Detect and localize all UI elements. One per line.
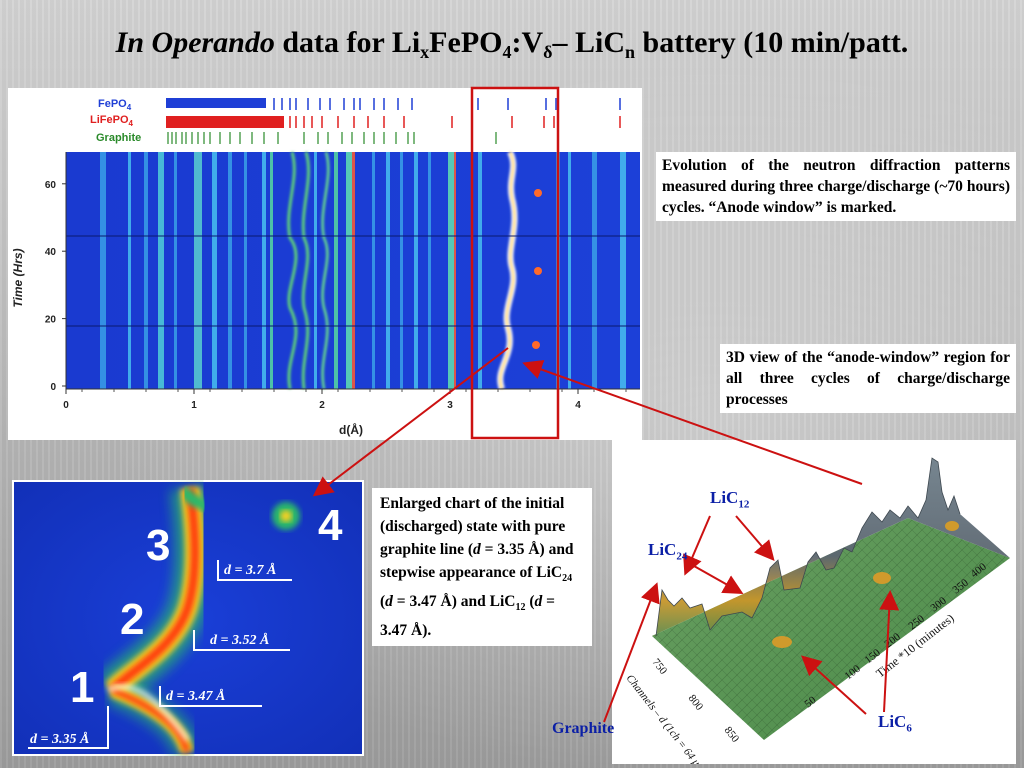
- diffraction-stripe: [100, 152, 106, 389]
- heatmap-stripes: [100, 152, 626, 389]
- label-lic12: LiC12: [710, 488, 750, 511]
- heatmap-hotspot: [534, 189, 542, 197]
- diffraction-stripe: [270, 152, 273, 389]
- diffraction-stripe: [262, 152, 266, 389]
- diffraction-stripe: [556, 152, 560, 389]
- title-part: data for Li: [274, 26, 421, 59]
- legend-lifepo4: LiFePO4: [90, 114, 134, 128]
- diffraction-stripe: [174, 152, 177, 389]
- y-tick-label: 20: [45, 315, 57, 326]
- diffraction-stripe: [400, 152, 403, 389]
- legend-fepo4: FePO4: [98, 98, 132, 112]
- caption-evolution: Evolution of the neutron diffraction pat…: [656, 152, 1016, 221]
- title-part: battery (10 min/patt.: [635, 26, 909, 59]
- title-subscript: n: [625, 42, 636, 62]
- fepo4-tick-row: [166, 98, 621, 110]
- lifepo4-tick-row: [166, 116, 621, 128]
- lic6-bump: [945, 521, 959, 531]
- x-axis-label: d(Å): [339, 422, 363, 437]
- y-ticks: 0 20 40 60: [45, 180, 66, 393]
- x-tick-label: 3: [447, 400, 453, 411]
- stage-number-2: 2: [120, 595, 144, 644]
- diffraction-stripe: [352, 152, 355, 389]
- y-tick-label: 60: [45, 180, 57, 191]
- diffraction-stripe: [428, 152, 431, 389]
- title-part: FePO: [429, 26, 503, 59]
- title-part: – LiC: [552, 26, 625, 59]
- legend-graphite: Graphite: [96, 132, 141, 144]
- caption-3d-view: 3D view of the “anode-window” region for…: [720, 344, 1016, 413]
- three-d-surface: 50 100 150 200 250 300 350 400 Time *10 …: [624, 457, 1010, 768]
- y-tick-label: 0: [50, 382, 56, 393]
- diffraction-stripe: [314, 152, 317, 389]
- diffraction-stripe: [372, 152, 375, 389]
- enlarged-chart-panel: 1 2 3 4 d = 3.35 Å d = 3.47 Å d = 3.52 Å…: [12, 480, 364, 757]
- stage-number-3: 3: [146, 521, 170, 570]
- title-subscript: x: [420, 42, 430, 62]
- channel-tick: 800: [686, 692, 706, 713]
- surface-peaks: [652, 458, 1010, 636]
- y-tick-label: 40: [45, 247, 57, 258]
- x-tick-label: 4: [575, 400, 581, 411]
- diffraction-plot: FePO4 LiFePO4 Graphite 0 20 40 60 0 1 2 3 4 Tim…: [11, 98, 640, 437]
- diffraction-stripe: [620, 152, 626, 389]
- y-axis-label: Time (Hrs): [11, 248, 25, 307]
- x-tick-label: 1: [191, 400, 197, 411]
- graphite-tick-row: [167, 132, 497, 144]
- d-label-3.52: d = 3.52 Å: [210, 632, 269, 648]
- diffraction-stripe: [346, 152, 352, 389]
- diffraction-stripe: [128, 152, 131, 389]
- enlarged-chart: 1 2 3 4 d = 3.35 Å d = 3.47 Å d = 3.52 Å…: [14, 482, 362, 757]
- diffraction-stripe: [454, 152, 456, 389]
- label-lic6: LiC6: [878, 712, 912, 735]
- x-tick-label: 2: [319, 400, 325, 411]
- diffraction-stripe: [386, 152, 390, 389]
- title-italic: In Operando: [115, 26, 275, 59]
- d-label-brackets: [28, 560, 292, 749]
- lifepo4-dense-ticks: [166, 116, 284, 128]
- fepo4-dense-ticks: [166, 98, 266, 108]
- diffraction-stripe: [448, 152, 454, 389]
- diffraction-stripe: [194, 152, 202, 389]
- d-label-3.7: d = 3.7 Å: [224, 562, 276, 578]
- channel-tick: 750: [650, 656, 670, 677]
- lic6-bump: [772, 636, 792, 648]
- diffraction-stripe: [212, 152, 217, 389]
- label-graphite: Graphite: [552, 720, 615, 737]
- diffraction-stripe: [478, 152, 482, 389]
- stage-number-4: 4: [318, 501, 343, 550]
- stage-number-1: 1: [70, 663, 94, 712]
- heatmap-hotspot: [532, 341, 540, 349]
- diffraction-stripe: [244, 152, 247, 389]
- diffraction-stripe: [158, 152, 164, 389]
- diffraction-stripe: [144, 152, 148, 389]
- x-tick-label: 0: [63, 400, 69, 411]
- d-label-3.47: d = 3.47 Å: [166, 688, 225, 704]
- channel-tick: 850: [722, 724, 742, 745]
- diffraction-stripe: [568, 152, 571, 389]
- lic6-bump: [873, 572, 891, 584]
- title-subscript: 4: [502, 42, 512, 62]
- diffraction-stripe: [592, 152, 597, 389]
- heatmap-hotspot: [534, 267, 542, 275]
- label-lic24: LiC24: [648, 540, 688, 563]
- three-d-view-panel: 50 100 150 200 250 300 350 400 Time *10 …: [612, 440, 1016, 768]
- diffraction-stripe: [414, 152, 418, 389]
- diffraction-plot-panel: FePO4 LiFePO4 Graphite 0 20 40 60 0 1 2 3 4 Tim…: [8, 88, 642, 440]
- channel-axis-label: Channels – d (1ch = 64 μs): [624, 672, 708, 764]
- d-label-3.35: d = 3.35 Å: [30, 731, 89, 747]
- caption-enlarged: Enlarged chart of the initial (discharge…: [372, 488, 592, 647]
- slide-title: In Operando data for LixFePO4:Vδ– LiCn b…: [0, 26, 1024, 63]
- title-part: :V: [511, 26, 544, 59]
- diffraction-stripe: [334, 152, 338, 389]
- x-ticks: 0 1 2 3 4: [63, 389, 627, 411]
- title-subscript: δ: [543, 42, 553, 62]
- diffraction-stripe: [228, 152, 232, 389]
